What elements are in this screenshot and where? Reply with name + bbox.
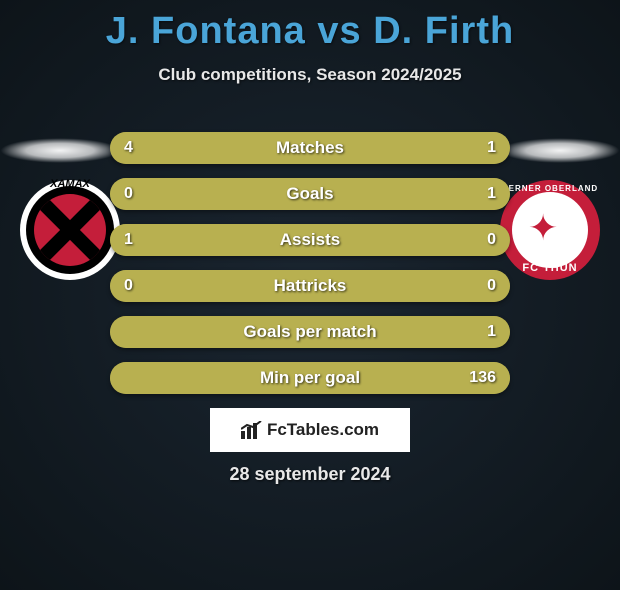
stat-label: Goals <box>110 178 510 210</box>
stat-value-left: 0 <box>124 178 133 210</box>
page-subtitle: Club competitions, Season 2024/2025 <box>0 65 620 85</box>
stat-label: Min per goal <box>110 362 510 394</box>
chart-icon <box>241 421 263 439</box>
thun-text: FC THUN <box>500 262 600 274</box>
stat-row: Goals0 1 <box>110 178 510 210</box>
stat-row: Goals per match1 <box>110 316 510 348</box>
brand-text: FcTables.com <box>267 420 379 440</box>
stat-value-right: 1 <box>487 178 496 210</box>
stat-value-right: 1 <box>487 132 496 164</box>
star-icon: ✦ <box>528 210 558 246</box>
stat-value-left: 0 <box>124 270 133 302</box>
stat-value-left: 1 <box>124 224 133 256</box>
comparison-chart: XAMAX BERNER OBERLAND ✦ FC THUN Matches4… <box>0 118 620 408</box>
team-logo-left: XAMAX <box>20 180 120 280</box>
footer-date: 28 september 2024 <box>0 464 620 485</box>
brand-badge: FcTables.com <box>210 408 410 452</box>
stat-value-right: 136 <box>469 362 496 394</box>
stat-row: Hattricks0 0 <box>110 270 510 302</box>
stat-label: Matches <box>110 132 510 164</box>
stat-value-right: 0 <box>487 270 496 302</box>
team-logo-right: BERNER OBERLAND ✦ FC THUN <box>500 180 600 280</box>
stat-row: Min per goal136 <box>110 362 510 394</box>
stat-label: Goals per match <box>110 316 510 348</box>
stat-row: Assists1 0 <box>110 224 510 256</box>
shadow-left <box>0 138 120 163</box>
stat-label: Assists <box>110 224 510 256</box>
stat-label: Hattricks <box>110 270 510 302</box>
stat-row: Matches4 1 <box>110 132 510 164</box>
stat-bars: Matches41Goals01Assists10Hattricks00Goal… <box>110 132 510 408</box>
page-title: J. Fontana vs D. Firth <box>0 10 620 53</box>
stat-value-right: 1 <box>487 316 496 348</box>
stat-value-right: 0 <box>487 224 496 256</box>
stat-value-left: 4 <box>124 132 133 164</box>
shadow-right <box>500 138 620 163</box>
